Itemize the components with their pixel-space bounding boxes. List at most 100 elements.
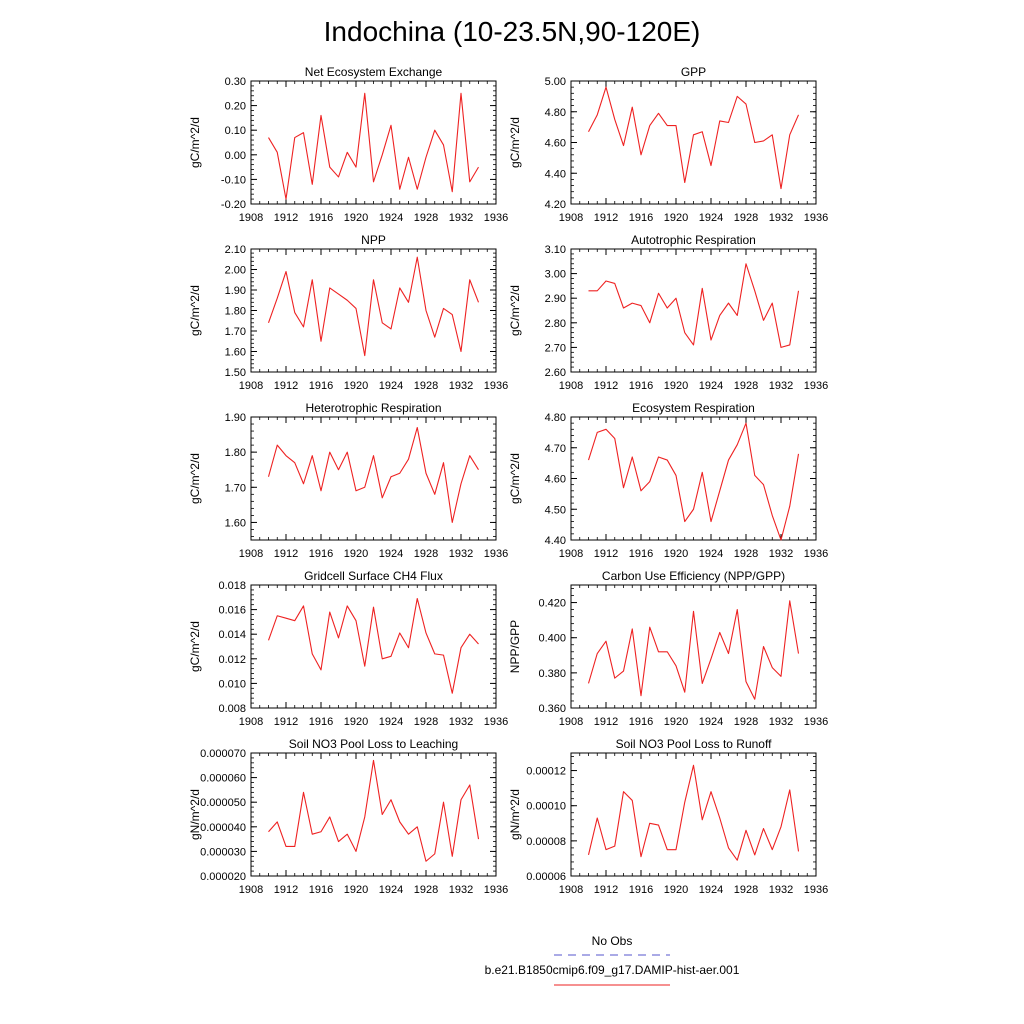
series-line xyxy=(588,86,800,190)
x-tick-label: 1920 xyxy=(664,212,688,224)
panel-title: Soil NO3 Pool Loss to Runoff xyxy=(616,737,773,751)
y-axis-label: gN/m^2/d xyxy=(508,789,522,840)
y-tick-label: 0.400 xyxy=(538,633,566,645)
panel-8: Carbon Use Efficiency (NPP/GPP) NPP/GPP 19… xyxy=(508,569,828,728)
plot-frame xyxy=(250,248,497,373)
y-tick-label: 0.000060 xyxy=(200,773,246,785)
series-line xyxy=(267,256,480,357)
x-tick-label: 1928 xyxy=(414,380,438,392)
y-tick-label: 2.10 xyxy=(225,244,246,256)
x-tick-label: 1928 xyxy=(734,548,758,560)
x-tick-label: 1912 xyxy=(594,212,618,224)
panel-2: GPP gC/m^2/d 1908 1912 1916 1920 1924 1928 1932 1… xyxy=(508,65,828,224)
x-tick-label: 1936 xyxy=(804,716,828,728)
x-tick-label: 1936 xyxy=(804,884,828,896)
y-tick-label: 1.90 xyxy=(225,412,246,424)
x-tick-label: 1916 xyxy=(309,716,333,728)
x-tick-label: 1936 xyxy=(484,212,508,224)
y-tick-label: 0.016 xyxy=(218,605,246,617)
y-tick-label: 4.80 xyxy=(545,412,566,424)
x-tick-label: 1936 xyxy=(484,548,508,560)
y-axis-label: gN/m^2/d xyxy=(188,789,202,840)
x-tick-label: 1928 xyxy=(734,884,758,896)
panel-title: Net Ecosystem Exchange xyxy=(305,65,443,79)
series-line xyxy=(267,426,479,523)
x-tick-label: 1908 xyxy=(559,884,583,896)
x-tick-label: 1924 xyxy=(379,380,403,392)
y-tick-label: 5.00 xyxy=(545,76,566,88)
y-tick-label: 0.012 xyxy=(218,654,246,666)
x-tick-label: 1924 xyxy=(379,884,403,896)
y-tick-label: 2.90 xyxy=(545,293,566,305)
x-tick-label: 1932 xyxy=(449,884,473,896)
panel-1: Net Ecosystem Exchange gC/m^2/d 1908 1912 19… xyxy=(188,65,508,224)
x-tick-label: 1916 xyxy=(309,212,333,224)
x-tick-label: 1932 xyxy=(449,212,473,224)
x-tick-label: 1928 xyxy=(734,212,758,224)
x-tick-label: 1924 xyxy=(379,548,403,560)
panel-title: NPP xyxy=(361,233,386,247)
x-tick-label: 1916 xyxy=(629,548,653,560)
y-tick-label: 0.380 xyxy=(538,668,566,680)
y-tick-label: 1.70 xyxy=(225,326,246,338)
panel-7: Gridcell Surface CH4 Flux gC/m^2/d 1908 191… xyxy=(188,569,508,728)
x-tick-label: 1916 xyxy=(309,380,333,392)
x-tick-label: 1912 xyxy=(274,548,298,560)
x-tick-label: 1912 xyxy=(594,884,618,896)
x-tick-label: 1924 xyxy=(699,884,723,896)
y-tick-label: 0.00012 xyxy=(526,766,566,778)
y-tick-label: -0.20 xyxy=(221,199,246,211)
plot-frame xyxy=(570,248,817,373)
x-tick-label: 1932 xyxy=(769,548,793,560)
y-tick-label: 0.008 xyxy=(218,703,246,715)
x-tick-label: 1912 xyxy=(274,716,298,728)
x-tick-label: 1932 xyxy=(769,212,793,224)
x-tick-label: 1928 xyxy=(734,380,758,392)
y-tick-label: 4.20 xyxy=(545,199,566,211)
y-tick-label: 1.90 xyxy=(225,285,246,297)
y-tick-label: 1.60 xyxy=(225,347,246,359)
y-tick-label: 1.50 xyxy=(225,367,246,379)
x-tick-label: 1908 xyxy=(559,380,583,392)
y-axis-label: gC/m^2/d xyxy=(188,117,202,168)
x-tick-label: 1912 xyxy=(274,212,298,224)
series-line xyxy=(587,600,800,700)
x-tick-label: 1920 xyxy=(344,548,368,560)
x-tick-label: 1932 xyxy=(449,716,473,728)
y-axis-label: gC/m^2/d xyxy=(188,453,202,504)
y-tick-label: 2.80 xyxy=(545,318,566,330)
y-tick-label: 4.50 xyxy=(545,504,566,516)
x-tick-label: 1936 xyxy=(484,884,508,896)
x-tick-label: 1908 xyxy=(239,716,263,728)
x-tick-label: 1932 xyxy=(449,380,473,392)
x-tick-label: 1916 xyxy=(309,884,333,896)
x-tick-label: 1924 xyxy=(379,716,403,728)
x-tick-label: 1920 xyxy=(664,884,688,896)
panel-10: Soil NO3 Pool Loss to Runoff gN/m^2/d 1908… xyxy=(508,737,828,896)
y-tick-label: 1.80 xyxy=(225,447,246,459)
x-tick-label: 1920 xyxy=(664,548,688,560)
y-axis-label: gC/m^2/d xyxy=(508,117,522,168)
y-tick-label: 4.40 xyxy=(545,535,566,547)
x-tick-label: 1924 xyxy=(699,548,723,560)
x-tick-label: 1928 xyxy=(734,716,758,728)
panel-title: Soil NO3 Pool Loss to Leaching xyxy=(289,737,458,751)
x-tick-label: 1920 xyxy=(664,380,688,392)
y-tick-label: 4.60 xyxy=(545,474,566,486)
series-line xyxy=(588,263,800,348)
y-tick-label: 0.00008 xyxy=(526,836,566,848)
y-tick-label: 0.000040 xyxy=(200,822,246,834)
y-tick-label: 3.10 xyxy=(545,244,566,256)
y-tick-label: 0.420 xyxy=(538,598,566,610)
x-tick-label: 1928 xyxy=(414,548,438,560)
plot-frame xyxy=(570,752,817,877)
y-tick-label: 3.00 xyxy=(545,269,566,281)
y-tick-label: 0.000070 xyxy=(200,748,246,760)
x-tick-label: 1936 xyxy=(484,380,508,392)
y-tick-label: 0.20 xyxy=(225,101,246,113)
panel-title: Ecosystem Respiration xyxy=(632,401,755,415)
plot-frame xyxy=(570,80,817,205)
x-tick-label: 1936 xyxy=(804,548,828,560)
y-tick-label: 0.00006 xyxy=(526,871,566,883)
